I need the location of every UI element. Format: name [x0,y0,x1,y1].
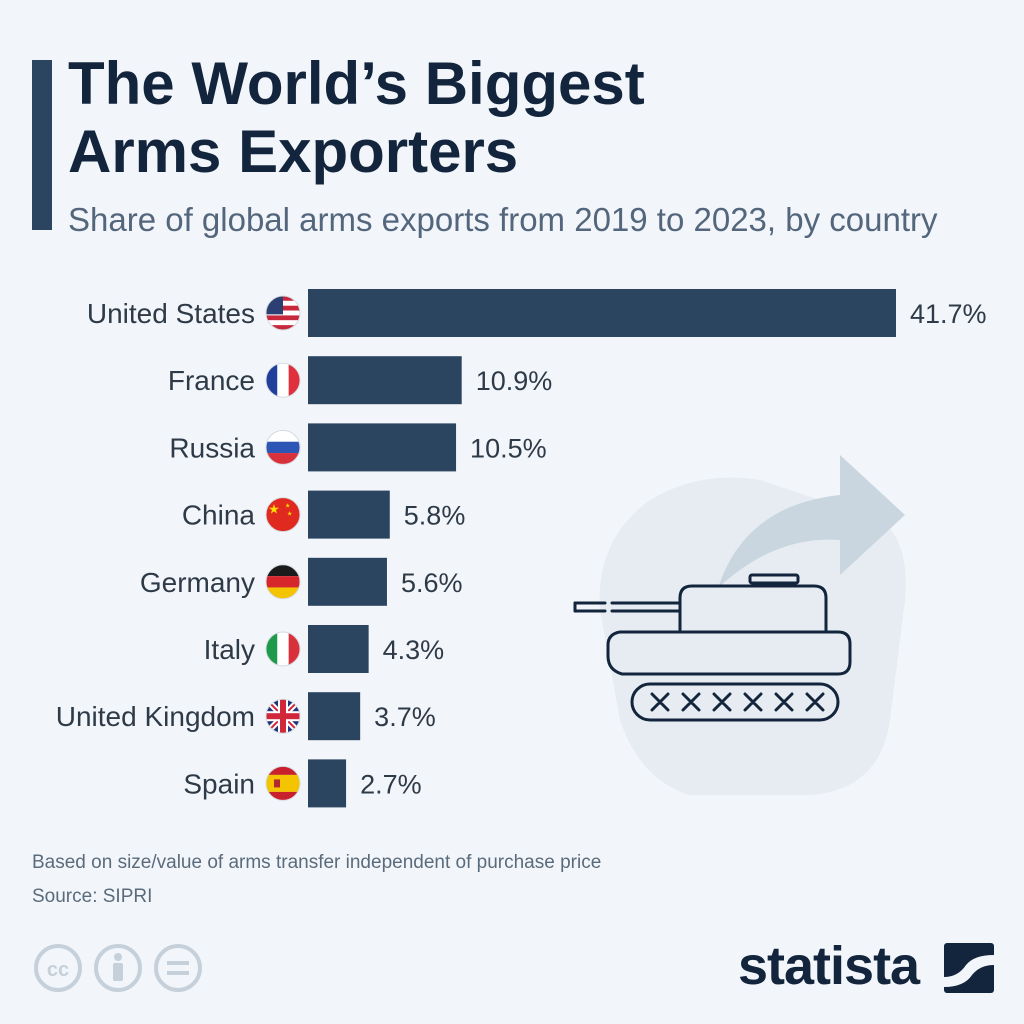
italy-flag-icon [265,631,301,667]
category-label: Germany [140,567,255,598]
bar-russia [308,423,457,472]
category-label: Italy [204,634,255,665]
value-label: 10.5% [470,433,547,463]
background-blob [599,477,906,795]
bar-italy [308,625,369,673]
tank-icon [573,573,852,722]
title-accent-bar [32,60,52,230]
footnote-source: Source: SIPRI [32,886,153,907]
france-flag-icon [265,362,301,398]
value-label: 4.3% [383,635,445,665]
svg-text:★: ★ [287,511,292,518]
tank-with-arrow-icon [573,455,906,795]
page-subtitle: Share of global arms exports from 2019 t… [68,201,938,238]
germany-flag-icon [265,564,301,600]
cc-icon[interactable]: cc [34,944,82,992]
no-derivatives-icon[interactable] [154,944,202,992]
value-label: 3.7% [374,702,436,732]
category-label: France [168,365,255,396]
attribution-icon[interactable] [94,944,142,992]
bar-france [308,356,462,405]
title-line-1: The World’s Biggest [68,50,645,117]
bar-spain [308,759,347,808]
bar-germany [308,557,387,606]
value-label: 10.9% [476,366,553,396]
svg-text:★: ★ [285,503,290,510]
svg-text:★: ★ [268,502,280,517]
spain-flag-icon [265,765,301,801]
category-label: United Kingdom [56,701,255,732]
bar-china [308,490,390,539]
title-line-2: Arms Exporters [68,118,519,185]
russia-flag-icon [265,429,301,465]
license-icons: cc [34,944,202,992]
svg-text:cc: cc [47,959,69,981]
bar-united-states [308,289,896,337]
category-label: China [182,500,256,531]
footnote-note: Based on size/value of arms transfer ind… [32,852,602,873]
value-label: 5.8% [404,501,466,531]
arrow-icon [718,455,905,588]
uk-flag-icon [265,698,301,734]
statista-logo[interactable]: statista [738,936,920,996]
bars-group: United States 41.7% France 10.9% Russia 10.5%… [56,289,987,808]
category-label: United States [87,298,255,329]
value-label: 2.7% [360,769,422,799]
category-label: Spain [183,768,255,799]
statista-logo-mark-icon [944,943,994,993]
page-title: The World’s Biggest Arms Exporters [68,50,968,186]
category-label: Russia [169,432,255,463]
china-flag-icon: ★ ★★ [265,497,301,533]
us-flag-icon [265,295,301,331]
value-label: 5.6% [401,568,463,598]
value-label: 41.7% [910,299,987,329]
bar-united-kingdom [308,692,361,741]
